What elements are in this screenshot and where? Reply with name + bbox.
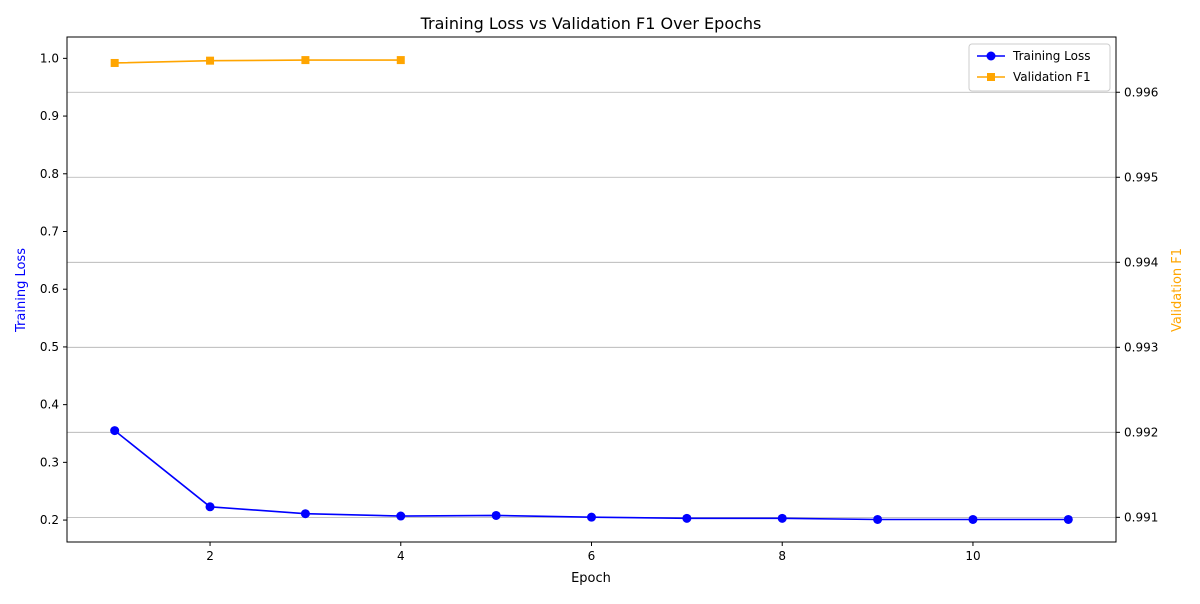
x-tick-label: 10 [965,549,980,563]
y-axis-left: 0.2 0.3 0.4 0.5 0.6 0.7 0.8 0.9 1.0 [40,51,67,527]
series-line-training-loss [114,429,1069,521]
data-point-circle [682,513,692,523]
legend-label: Training Loss [1012,49,1090,63]
plot-border [66,36,1117,543]
y-right-tick-label: 0.993 [1124,340,1158,354]
y-right-tick-label: 0.996 [1124,85,1158,99]
data-point-circle [873,514,883,524]
y-right-tick-label: 0.991 [1124,510,1158,524]
x-tick-label: 6 [588,549,596,563]
data-point-circle [587,512,596,522]
y-right-tick-label: 0.994 [1124,255,1158,269]
series-line-validation-f1 [114,59,401,64]
y-right-tick-label: 0.992 [1124,425,1158,439]
data-point-circle [968,514,978,524]
data-point-square [301,56,310,65]
grid-lines [67,91,1116,518]
data-point-circle [491,510,501,520]
data-point-circle [205,502,215,512]
y-left-tick-label: 0.5 [40,340,59,354]
y-left-tick-label: 0.7 [40,224,59,238]
x-axis-label: Epoch [571,571,611,586]
y-left-tick-label: 0.8 [40,167,59,181]
data-point-circle [1063,514,1073,524]
legend-marker-square [987,73,995,81]
y-left-tick-label: 0.6 [40,282,59,296]
data-point-square [110,58,119,67]
x-tick-label: 8 [778,549,786,563]
x-tick-label: 4 [397,549,405,563]
y-left-tick-label: 1.0 [40,51,59,65]
data-point-circle [110,426,120,436]
legend-marker-circle [986,51,996,61]
data-point-square [206,56,215,65]
y-axis-right-label: Validation F1 [1170,248,1185,332]
data-point-circle [300,509,310,519]
y-left-tick-label: 0.4 [40,398,59,412]
x-tick-label: 2 [206,549,214,563]
chart-title: Training Loss vs Validation F1 Over Epoc… [420,14,762,33]
plot-frame [66,36,1117,543]
legend: Training Loss Validation F1 [968,43,1111,92]
data-point-circle [777,513,787,523]
y-axis-left-label: Training Loss [14,248,29,333]
y-left-tick-label: 0.2 [40,513,59,527]
y-right-tick-label: 0.995 [1124,170,1158,184]
data-point-square [396,56,405,65]
series-layer [110,56,1073,524]
y-left-tick-label: 0.3 [40,455,59,469]
y-axis-right: 0.991 0.992 0.993 0.994 0.995 0.996 [1116,85,1158,524]
y-left-tick-label: 0.9 [40,109,59,123]
x-axis: 2 4 6 8 10 [206,542,981,563]
legend-label: Validation F1 [1013,70,1091,84]
data-point-circle [396,511,406,521]
